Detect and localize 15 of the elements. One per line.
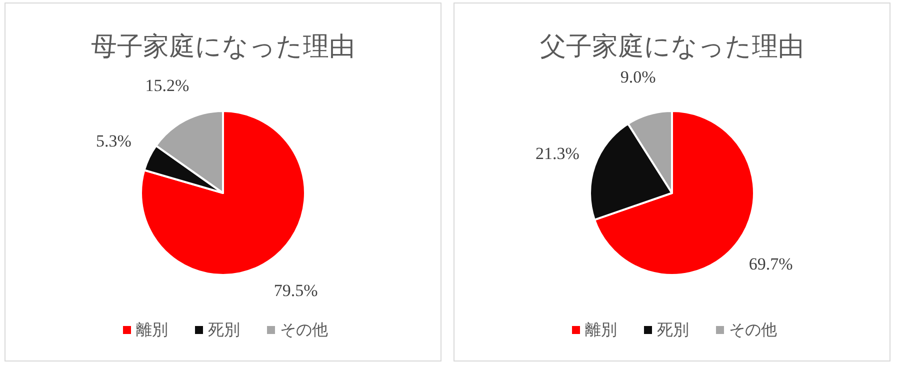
legend-label: 死別 xyxy=(208,322,240,339)
data-label: 21.3% xyxy=(535,144,580,163)
chart-title: 母子家庭になった理由 xyxy=(91,32,355,61)
legend-label: その他 xyxy=(729,322,777,339)
legend-label: 離別 xyxy=(585,321,617,339)
legend-label: その他 xyxy=(280,322,328,339)
data-label: 5.3% xyxy=(96,131,132,150)
data-label: 69.7% xyxy=(748,254,793,274)
legend-label: 死別 xyxy=(657,322,689,339)
chart-title: 父子家庭になった理由 xyxy=(540,32,804,61)
legend-label: 離別 xyxy=(136,321,168,339)
data-label: 9.0% xyxy=(620,67,656,86)
pie-slice xyxy=(140,110,306,276)
data-label: 79.5% xyxy=(274,281,318,300)
data-label: 15.2% xyxy=(145,76,190,96)
